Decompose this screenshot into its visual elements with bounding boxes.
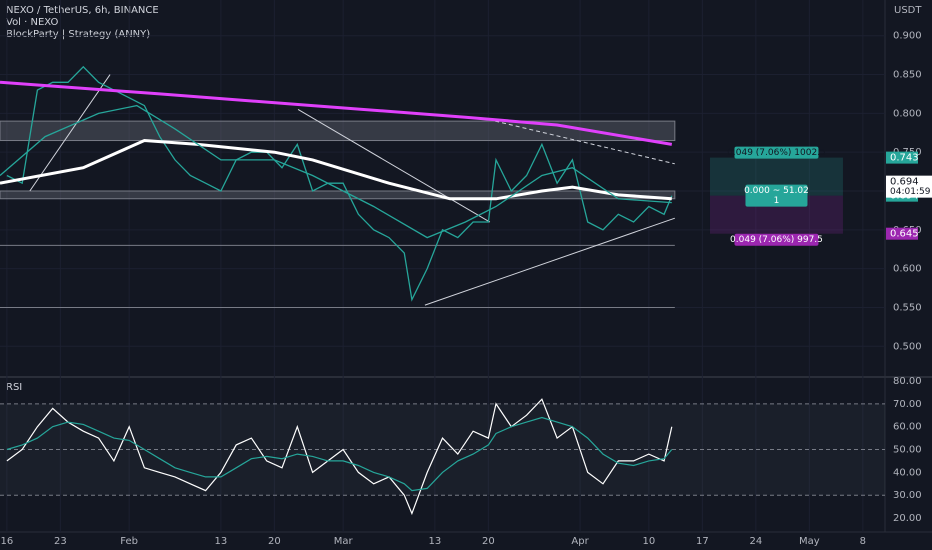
rsi-title: RSI [6,382,22,393]
last-price-tag [886,175,932,198]
label-bg [734,233,819,246]
x-tick-label: 20 [268,536,281,547]
zone [0,120,676,142]
x-tick-label: 23 [54,536,67,547]
chart-title: NEXO / TetherUS, 6h, BINANCE [6,5,159,16]
x-tick-label: Apr [571,536,589,547]
y-tick-label: 70.00 [893,399,922,410]
stop-label: 0.049 (7.06%) 997.5 [730,235,823,245]
x-tick-label: 8 [860,536,866,547]
price-tag-label: 0.743 [890,153,919,164]
zone [0,190,676,200]
x-tick-label: 16 [1,536,14,547]
x-tick-label: 13 [428,536,441,547]
y-tick-label: 40.00 [893,467,922,478]
subtitle: Vol · NEXO [6,17,59,28]
trendline [29,74,111,192]
x-tick-label: 17 [696,536,709,547]
y-tick-label: 30.00 [893,490,922,501]
x-tick-label: 20 [482,536,495,547]
y-tick-label: 0.850 [893,70,922,81]
series-line [0,104,672,239]
trendline [297,109,491,223]
x-tick-label: 24 [749,536,762,547]
y-tick-label: 50.00 [893,445,922,456]
countdown: 04:01:59 [890,187,931,197]
price-tag [886,151,918,164]
currency: USDT [894,5,922,16]
y-tick-label: 0.500 [893,341,922,352]
rsi-band [0,403,885,496]
x-tick-label: May [799,536,820,547]
label-bg [745,184,808,207]
trendline [424,217,675,306]
price-tag-label: 0.645 [890,229,919,240]
y-tick-label: 60.00 [893,422,922,433]
last-price: 0.694 [890,177,919,188]
y-tick-label: 20.00 [893,513,922,524]
pane-separator [0,376,932,378]
x-tick-label: 10 [642,536,655,547]
center-label: 0.000 ~ 51.02 [744,186,809,196]
x-tick-label: Feb [120,536,138,547]
target-label: 0.049 (7.06%) 1002.5 [727,148,826,158]
price-tag [886,227,918,240]
rsi-line [6,398,673,516]
y-tick-label: 0.600 [893,264,922,275]
series-line [0,80,673,146]
indicator: BlockParty | Strategy (ANNY) [6,29,150,40]
y-tick-label: 0.900 [893,31,922,42]
y-tick-label: 0.550 [893,302,922,313]
series-line [0,138,672,201]
x-tick-label: 13 [215,536,228,547]
y-tick-label: 0.800 [893,108,922,119]
rsi-line [6,416,673,492]
dashed-line [495,120,675,165]
y-tick-label: 80.00 [893,376,922,387]
label-bg [734,146,819,159]
center-sub: 1 [774,196,780,206]
series-line [6,65,673,302]
x-tick-label: Mar [334,536,354,547]
